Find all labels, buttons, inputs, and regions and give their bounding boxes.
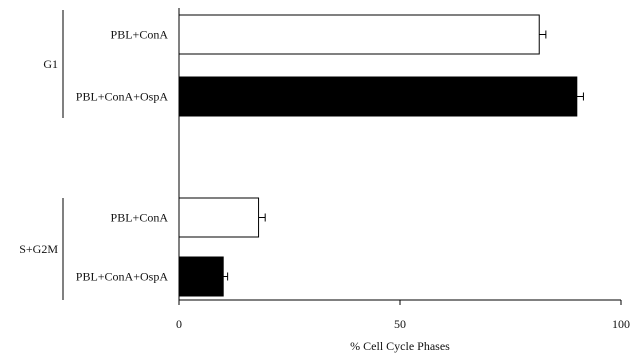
bar-category-label: PBL+ConA <box>111 211 169 225</box>
bar <box>178 14 540 55</box>
bar <box>178 256 224 297</box>
bar-category-label: PBL+ConA+OspA <box>76 90 169 104</box>
bar-category-label: PBL+ConA <box>111 28 169 42</box>
labels: G1 PBL+ConA PBL+ConA+OspA S+G2M PBL+ConA PBL+… <box>19 28 168 284</box>
axes: 0 50 100 <box>62 8 630 331</box>
x-tick-label: 0 <box>176 317 182 331</box>
x-tick-label: 100 <box>612 317 630 331</box>
group-label: S+G2M <box>19 242 58 256</box>
group-label: G1 <box>43 57 58 71</box>
bar <box>178 76 578 117</box>
bars <box>178 14 584 297</box>
bar <box>178 197 260 238</box>
x-axis-title: % Cell Cycle Phases <box>350 339 450 353</box>
x-tick-label: 50 <box>394 317 406 331</box>
bar-category-label: PBL+ConA+OspA <box>76 270 169 284</box>
